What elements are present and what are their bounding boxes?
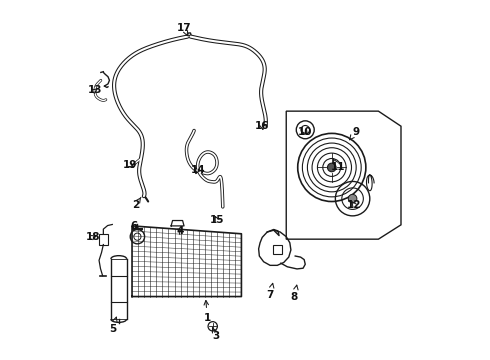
Bar — [273, 244, 282, 253]
Bar — [99, 234, 108, 244]
Text: 9: 9 — [350, 127, 360, 140]
Text: 17: 17 — [177, 23, 192, 36]
Text: 13: 13 — [88, 85, 102, 95]
Text: 19: 19 — [123, 160, 137, 170]
Text: 6: 6 — [130, 221, 138, 231]
Text: 5: 5 — [109, 317, 117, 334]
Text: 8: 8 — [291, 285, 298, 302]
Text: 7: 7 — [267, 283, 274, 300]
Text: 3: 3 — [213, 328, 220, 341]
Text: 10: 10 — [298, 127, 313, 136]
Text: 18: 18 — [85, 232, 100, 242]
Text: 2: 2 — [132, 197, 141, 210]
Text: 1: 1 — [204, 301, 211, 323]
Text: 12: 12 — [347, 200, 362, 210]
Text: 11: 11 — [331, 159, 345, 172]
Circle shape — [327, 163, 336, 172]
Text: 4: 4 — [176, 226, 183, 236]
Text: 14: 14 — [190, 165, 205, 175]
Text: 16: 16 — [255, 121, 270, 131]
Circle shape — [348, 194, 357, 203]
Text: 15: 15 — [210, 215, 224, 225]
